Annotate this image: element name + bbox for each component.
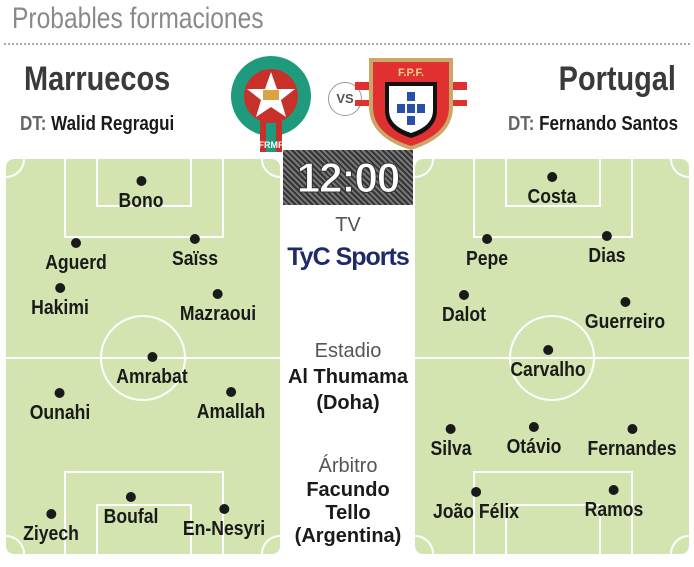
player-name: Pepe	[465, 248, 509, 270]
tv-channel-logo: TyC Sports	[287, 243, 410, 271]
stadium-name: Al Thumama	[287, 366, 409, 388]
player: Otávio	[503, 422, 565, 459]
player-dot	[602, 231, 612, 241]
player-name: Boufal	[103, 506, 159, 528]
player-dot	[54, 388, 65, 398]
player-dot	[529, 422, 539, 432]
player-dot	[126, 492, 136, 502]
player: Costa	[524, 172, 580, 209]
player-dot	[71, 238, 81, 248]
player-name: Otávio	[506, 436, 562, 458]
player: Ounahi	[26, 388, 95, 425]
home-coach: DT: Walid Regragui	[20, 113, 174, 136]
player-name: Ziyech	[23, 523, 79, 545]
player-name: Hakimi	[31, 297, 89, 319]
coach-label: DT:	[20, 113, 47, 135]
player: Pepe	[463, 234, 511, 271]
referee-first-name: Facundo	[306, 479, 390, 501]
coach-name: Fernando Santos	[539, 113, 678, 135]
player-name: En-Nesyri	[182, 518, 266, 540]
player-name: Carvalho	[510, 359, 586, 381]
svg-text:FRMF: FRMF	[259, 140, 284, 150]
player-dot	[226, 387, 236, 397]
player: Amallah	[192, 387, 270, 424]
player-name: Fernandes	[587, 438, 677, 460]
player: Fernandes	[581, 424, 682, 461]
home-team-name: Marruecos	[24, 60, 171, 98]
player-dot	[55, 283, 65, 293]
player: Aguerd	[41, 238, 111, 275]
player-name: Amallah	[196, 401, 266, 423]
player-dot	[146, 352, 157, 362]
player-name: Ramos	[584, 499, 644, 521]
player-dot	[471, 487, 481, 497]
player-name: Mazraoui	[179, 303, 257, 325]
player: Carvalho	[505, 345, 591, 382]
player-dot	[627, 424, 637, 434]
page-title: Probables formaciones	[12, 2, 264, 35]
player-dot	[482, 234, 492, 244]
player-dot	[608, 485, 619, 495]
referee-country: (Argentina)	[294, 525, 402, 547]
match-info: 12:00 TV TyC Sports Estadio Al Thumama (…	[283, 150, 413, 567]
away-pitch: Costa Pepe Dias Dalot Guerreiro Carvalho Silva…	[415, 159, 689, 554]
player-name: Dias	[588, 245, 626, 267]
player: Dalot	[439, 290, 489, 327]
player: Ramos	[581, 485, 648, 522]
player: Boufal	[100, 492, 162, 529]
player-dot	[445, 424, 456, 434]
tv-label: TV	[335, 214, 361, 236]
kickoff-time: 12:00	[283, 150, 413, 205]
player-dot	[459, 290, 469, 300]
player-name: Dalot	[442, 304, 486, 326]
player-name: Silva	[430, 438, 472, 460]
player-dot	[136, 176, 146, 186]
stadium-label: Estadio	[314, 340, 382, 362]
player: Bono	[115, 176, 166, 213]
stadium-city: (Doha)	[316, 392, 380, 414]
player: Mazraoui	[175, 289, 262, 326]
player: Ziyech	[19, 509, 82, 546]
divider	[4, 43, 690, 45]
player-name: Saïss	[172, 248, 218, 270]
coach-label: DT:	[507, 113, 535, 135]
player: Saïss	[169, 234, 221, 271]
player: Dias	[586, 231, 628, 268]
away-coach: DT: Fernando Santos	[508, 113, 678, 136]
player-name: Guerreiro	[584, 311, 666, 333]
player-name: Costa	[527, 186, 577, 208]
player-name: João Félix	[432, 501, 520, 523]
player: Guerreiro	[579, 297, 670, 334]
morocco-crest-logo: FRMF	[231, 56, 311, 152]
player: Silva	[428, 424, 475, 461]
player-dot	[219, 504, 229, 514]
away-team-name: Portugal	[558, 60, 676, 98]
player: En-Nesyri	[177, 504, 270, 541]
player-dot	[546, 172, 557, 182]
referee-label: Árbitro	[318, 455, 378, 477]
player: Amrabat	[111, 352, 192, 389]
coach-name: Walid Regragui	[51, 113, 175, 135]
player-name: Ounahi	[29, 402, 91, 424]
player-name: Aguerd	[45, 252, 107, 274]
home-pitch: Bono Aguerd Saïss Hakimi Mazraoui Amrabat Ouna…	[6, 159, 280, 554]
player-dot	[620, 297, 630, 307]
player-name: Bono	[118, 190, 164, 212]
svg-text:F.P.F.: F.P.F.	[398, 67, 424, 79]
player-dot	[189, 234, 200, 244]
player: Hakimi	[27, 283, 93, 320]
player-dot	[213, 289, 223, 299]
referee-last-name: Tello	[325, 502, 371, 524]
player: João Félix	[427, 487, 525, 524]
player-name: Amrabat	[116, 366, 188, 388]
player-dot	[543, 345, 553, 355]
portugal-crest-logo: F.P.F.	[355, 58, 467, 150]
player-dot	[45, 509, 56, 519]
